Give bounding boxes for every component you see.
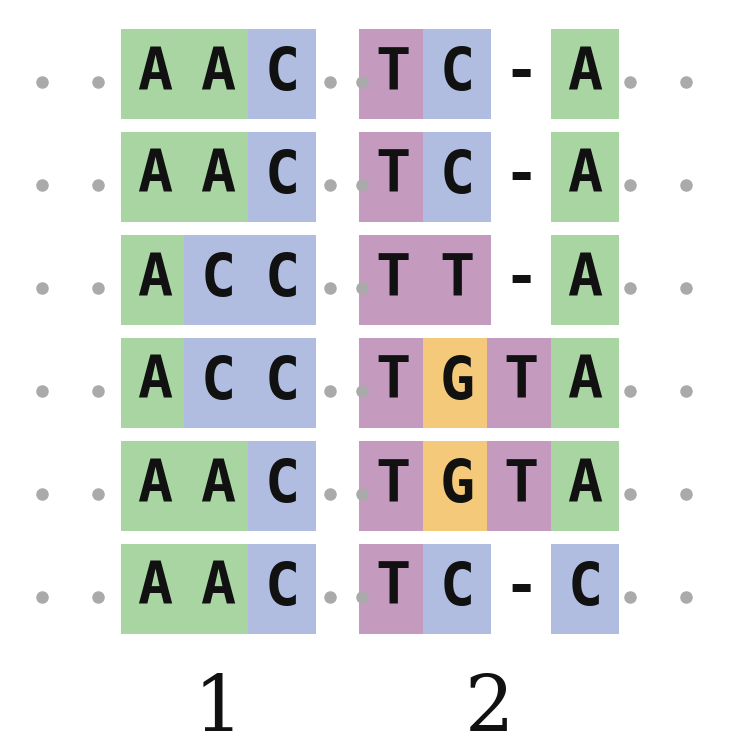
Bar xyxy=(423,337,491,427)
Text: A: A xyxy=(138,560,173,617)
Text: C: C xyxy=(265,251,299,308)
Bar xyxy=(551,440,619,530)
Text: T: T xyxy=(375,45,411,102)
Text: A: A xyxy=(200,148,236,205)
Bar xyxy=(184,440,252,530)
Bar xyxy=(184,234,252,325)
Bar xyxy=(248,131,316,222)
Bar xyxy=(423,544,491,633)
Text: A: A xyxy=(200,457,236,514)
Bar xyxy=(359,544,427,633)
Bar xyxy=(121,337,189,427)
Text: A: A xyxy=(138,45,173,102)
Text: A: A xyxy=(568,45,603,102)
Text: -: - xyxy=(503,560,539,617)
Bar xyxy=(359,234,427,325)
Bar xyxy=(359,28,427,119)
Text: G: G xyxy=(439,457,474,514)
Bar xyxy=(121,131,189,222)
Text: -: - xyxy=(503,45,539,102)
Text: G: G xyxy=(439,354,474,411)
Bar xyxy=(248,28,316,119)
Text: -: - xyxy=(503,251,539,308)
Text: C: C xyxy=(265,148,299,205)
Text: T: T xyxy=(503,457,539,514)
Text: A: A xyxy=(200,45,236,102)
Text: A: A xyxy=(138,148,173,205)
Text: C: C xyxy=(439,560,474,617)
Bar xyxy=(248,234,316,325)
Bar xyxy=(359,440,427,530)
Text: A: A xyxy=(138,251,173,308)
Text: 1: 1 xyxy=(193,672,242,746)
Text: T: T xyxy=(375,354,411,411)
Text: T: T xyxy=(439,251,474,308)
Bar xyxy=(121,544,189,633)
Text: C: C xyxy=(265,560,299,617)
Text: C: C xyxy=(200,251,236,308)
Bar xyxy=(359,131,427,222)
Text: T: T xyxy=(375,251,411,308)
Text: T: T xyxy=(503,354,539,411)
Bar xyxy=(551,337,619,427)
Bar xyxy=(551,544,619,633)
Bar xyxy=(551,28,619,119)
Text: C: C xyxy=(265,457,299,514)
Text: A: A xyxy=(568,457,603,514)
Text: T: T xyxy=(375,148,411,205)
Bar xyxy=(184,337,252,427)
Bar xyxy=(121,440,189,530)
Bar xyxy=(551,234,619,325)
Text: 2: 2 xyxy=(465,672,515,746)
Bar xyxy=(248,544,316,633)
Bar xyxy=(423,440,491,530)
Text: A: A xyxy=(568,251,603,308)
Bar xyxy=(184,28,252,119)
Text: C: C xyxy=(439,148,474,205)
Text: -: - xyxy=(503,148,539,205)
Text: T: T xyxy=(375,457,411,514)
Bar xyxy=(248,337,316,427)
Text: T: T xyxy=(375,560,411,617)
Text: A: A xyxy=(138,457,173,514)
Bar xyxy=(184,131,252,222)
Text: A: A xyxy=(568,354,603,411)
Text: C: C xyxy=(265,354,299,411)
Text: A: A xyxy=(568,148,603,205)
Text: C: C xyxy=(439,45,474,102)
Text: C: C xyxy=(568,560,603,617)
Text: C: C xyxy=(265,45,299,102)
Bar xyxy=(359,337,427,427)
Bar xyxy=(184,544,252,633)
Bar xyxy=(487,440,555,530)
Text: A: A xyxy=(138,354,173,411)
Bar xyxy=(121,28,189,119)
Bar xyxy=(487,337,555,427)
Bar xyxy=(248,440,316,530)
Bar xyxy=(551,131,619,222)
Text: C: C xyxy=(200,354,236,411)
Bar xyxy=(423,28,491,119)
Bar xyxy=(423,234,491,325)
Bar xyxy=(121,234,189,325)
Text: A: A xyxy=(200,560,236,617)
Bar xyxy=(423,131,491,222)
